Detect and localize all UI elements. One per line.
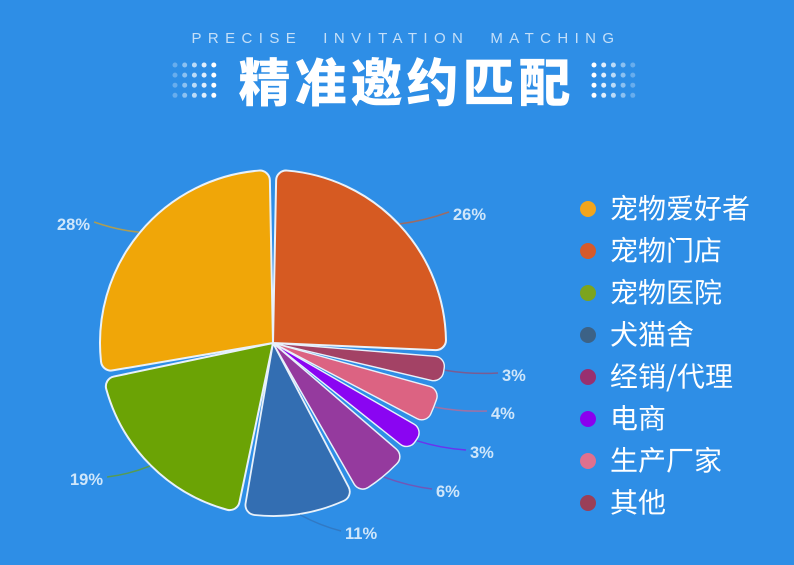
svg-text:28%: 28% [57, 216, 90, 234]
svg-text:11%: 11% [345, 525, 377, 543]
svg-text:4%: 4% [491, 405, 515, 423]
svg-text:3%: 3% [470, 444, 494, 462]
svg-text:19%: 19% [70, 471, 103, 489]
svg-text:3%: 3% [502, 367, 526, 385]
svg-text:6%: 6% [436, 483, 460, 501]
svg-text:26%: 26% [453, 206, 486, 224]
